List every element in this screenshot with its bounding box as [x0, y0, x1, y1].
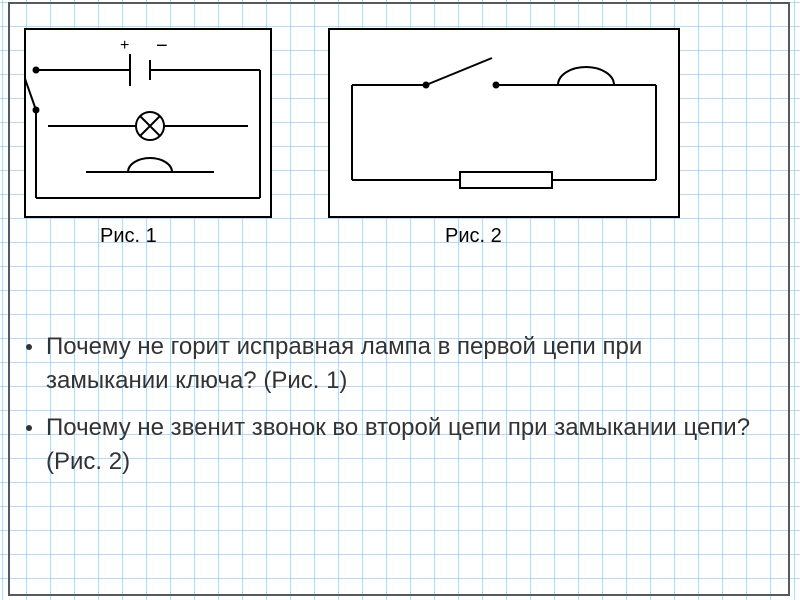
bullet-icon: [26, 425, 32, 431]
svg-text:−: −: [156, 35, 168, 57]
figure-1-caption: Рис. 1: [100, 225, 157, 248]
bullet-icon: [26, 344, 32, 350]
question-item: Почему не звенит звонок во второй цепи п…: [26, 411, 766, 478]
page-root: + −: [0, 0, 800, 600]
svg-text:+: +: [120, 37, 129, 54]
question-text: Почему не горит исправная лампа в первой…: [46, 330, 766, 397]
question-item: Почему не горит исправная лампа в первой…: [26, 330, 766, 397]
question-list: Почему не горит исправная лампа в первой…: [26, 330, 766, 492]
question-text: Почему не звенит звонок во второй цепи п…: [46, 411, 766, 478]
circuit-2-svg: [330, 30, 678, 216]
figure-2-box: [328, 28, 680, 218]
figure-1-box: + −: [24, 28, 272, 218]
figure-2-caption: Рис. 2: [445, 225, 502, 248]
circuit-1-svg: + −: [26, 30, 270, 216]
